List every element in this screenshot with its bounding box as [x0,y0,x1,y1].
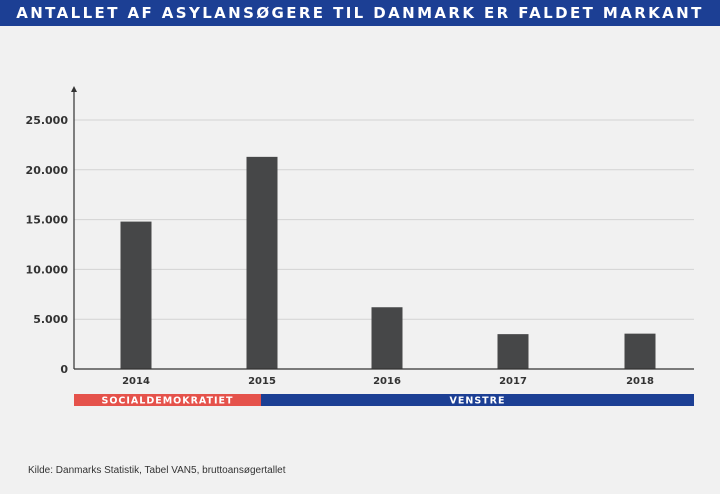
bar-2014 [120,221,152,369]
chart-title: ANTALLET AF ASYLANSØGERE TIL DANMARK ER … [0,0,720,26]
y-tick-label: 10.000 [26,263,69,276]
y-tick-label: 20.000 [26,164,69,177]
government-band-socialdemokratiet [74,394,261,406]
government-band-label: SOCIALDEMOKRATIET [101,396,233,407]
x-tick-label: 2018 [626,376,654,387]
bar-2018 [624,333,656,369]
bar-2016 [371,307,403,369]
bar-2015 [246,156,278,369]
x-tick-label: 2017 [499,376,527,387]
bar-2017 [497,334,529,369]
y-tick-label: 5.000 [33,313,68,326]
x-tick-label: 2014 [122,376,150,387]
y-tick-label: 25.000 [26,114,69,127]
source-note: Kilde: Danmarks Statistik, Tabel VAN5, b… [28,465,286,476]
x-tick-label: 2015 [248,376,276,387]
y-tick-label: 15.000 [26,214,69,227]
y-tick-label: 0 [60,363,68,376]
y-axis-arrow [71,86,77,92]
government-band-label: VENSTRE [450,396,506,407]
government-band-venstre [261,394,694,406]
x-tick-label: 2016 [373,376,401,387]
